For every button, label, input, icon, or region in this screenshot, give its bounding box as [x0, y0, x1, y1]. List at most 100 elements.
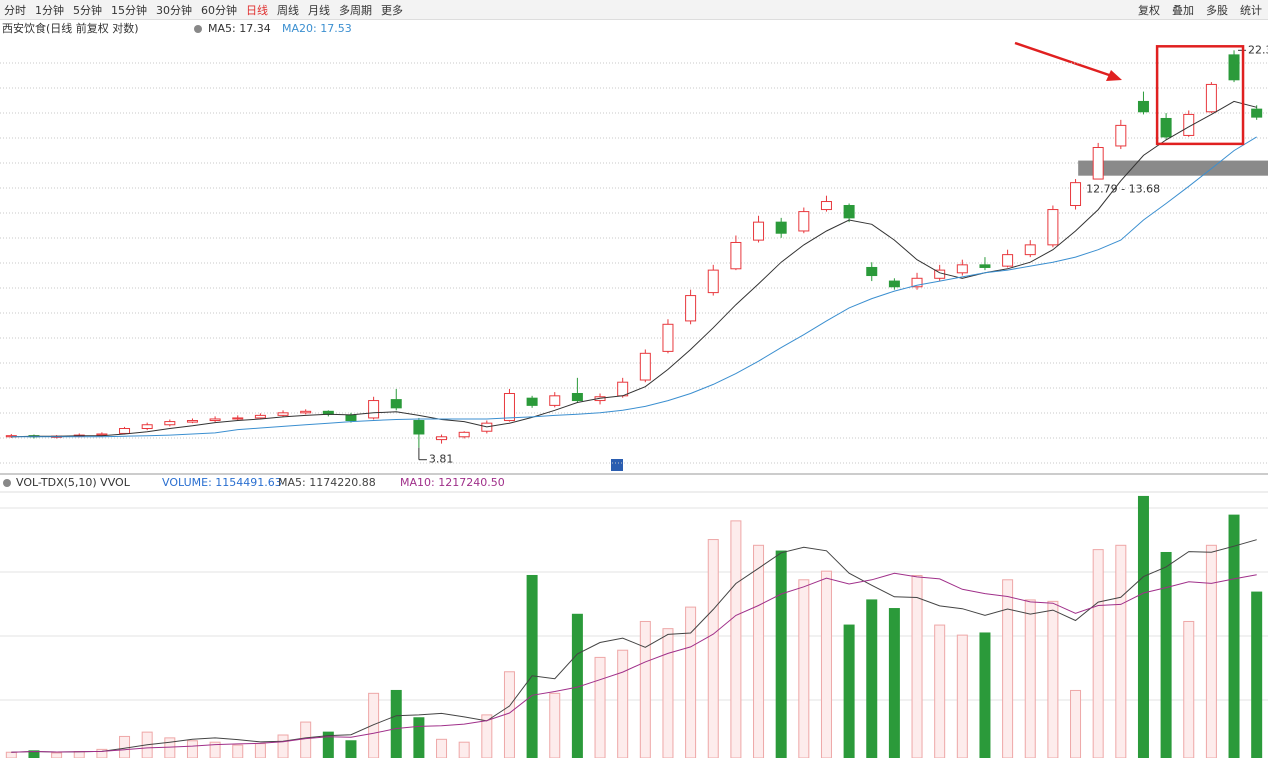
volume-bar: [436, 738, 448, 758]
period-tab[interactable]: 更多: [381, 4, 403, 17]
candle-body: [1205, 83, 1217, 113]
candle-body: [911, 277, 923, 288]
period-tab[interactable]: 月线: [308, 4, 330, 17]
volume-bar: [866, 599, 878, 758]
tool-button[interactable]: 复权: [1138, 4, 1160, 17]
period-tab[interactable]: 日线: [246, 4, 268, 17]
candle-body: [866, 266, 878, 277]
volume-bar: [322, 731, 334, 758]
ma-line: [11, 136, 1257, 438]
volume-bar: [956, 634, 968, 758]
volume-bar: [5, 751, 17, 758]
period-tab[interactable]: 多周期: [339, 4, 372, 17]
candle-body: [775, 221, 787, 234]
candle-body: [186, 420, 198, 423]
candle-body: [956, 264, 968, 274]
zone-label: 12.79 - 13.68: [1086, 183, 1160, 196]
candle-body: [549, 395, 561, 406]
legend-icon: [194, 25, 202, 33]
candle-body: [1070, 182, 1082, 207]
volume-bar: [911, 574, 923, 758]
candle-body: [730, 241, 742, 270]
candle-body: [979, 264, 991, 268]
volume-bar: [662, 628, 674, 758]
annotation-label: 3.81: [429, 453, 454, 466]
price-zone: [1078, 160, 1268, 176]
tool-button[interactable]: 统计: [1240, 4, 1262, 17]
volume-bar: [820, 570, 832, 758]
candle-body: [413, 420, 425, 435]
candle-body: [639, 352, 651, 381]
volume-bar: [685, 606, 697, 758]
legend-entry: MA10: 1217240.50: [400, 476, 505, 489]
volume-bar: [549, 692, 561, 758]
candle-body: [390, 399, 402, 409]
period-tab[interactable]: 周线: [277, 4, 299, 17]
candle-body: [571, 392, 583, 402]
candle-body: [1024, 244, 1036, 256]
candle-body: [753, 221, 765, 241]
period-tab[interactable]: 1分钟: [35, 4, 64, 17]
volume-bar: [639, 620, 651, 758]
volume-bar: [526, 574, 538, 758]
info-icon[interactable]: [611, 459, 623, 471]
volume-bar: [73, 751, 85, 758]
ma-line: [11, 539, 1257, 753]
volume-bar: [1070, 689, 1082, 758]
volume-bar: [843, 624, 855, 758]
volume-bar: [594, 656, 606, 758]
legend-entry: MA5: 1174220.88: [278, 476, 376, 489]
tool-button[interactable]: 叠加: [1172, 4, 1194, 17]
candle-body: [458, 431, 470, 438]
candle-body: [209, 418, 221, 422]
period-tab[interactable]: 5分钟: [73, 4, 102, 17]
volume-bar: [1228, 514, 1240, 758]
tool-button[interactable]: 多股: [1206, 4, 1228, 17]
volume-bar: [934, 624, 946, 758]
volume-bar: [775, 550, 787, 758]
candle-body: [662, 323, 674, 352]
volume-bar: [368, 692, 380, 758]
volume-bar: [888, 608, 900, 758]
volume-bar: [503, 671, 515, 758]
volume-bar: [707, 539, 719, 758]
candle-body: [254, 414, 266, 419]
candle-body: [436, 436, 448, 441]
volume-bar: [1137, 495, 1149, 758]
volume-bar: [1115, 544, 1127, 758]
period-tab[interactable]: 60分钟: [201, 4, 237, 17]
volume-bar: [571, 613, 583, 758]
volume-bar: [164, 737, 176, 758]
ma-line: [11, 100, 1257, 438]
candle-body: [141, 424, 153, 430]
period-tab[interactable]: 分时: [4, 4, 26, 17]
period-tab[interactable]: 15分钟: [111, 4, 147, 17]
candle-body: [707, 269, 719, 294]
candle-body: [368, 400, 380, 419]
volume-bar: [730, 520, 742, 758]
arrow-head: [1106, 70, 1122, 81]
candle-body: [503, 392, 515, 422]
legend-entry: MA20: 17.53: [282, 22, 352, 35]
volume-bar: [345, 740, 357, 758]
annotation-label: 22.35: [1248, 43, 1268, 56]
volume-bar: [96, 748, 108, 758]
legend-entry: MA5: 17.34: [208, 22, 271, 35]
candle-body: [526, 397, 538, 406]
volume-bar: [617, 649, 629, 758]
candle-body: [232, 417, 244, 420]
highlight-box: [1155, 45, 1245, 146]
volume-bar: [28, 750, 40, 758]
volume-bar: [254, 743, 266, 758]
period-tab[interactable]: 30分钟: [156, 4, 192, 17]
candle-body: [164, 421, 176, 426]
volume-bar: [979, 632, 991, 758]
candle-body: [1115, 124, 1127, 147]
volume-bar: [300, 721, 312, 758]
arrow: [1014, 41, 1113, 78]
candle-body: [1183, 113, 1195, 136]
candle-body: [1092, 146, 1104, 180]
candle-body: [685, 295, 697, 322]
candle-body: [1047, 209, 1059, 246]
